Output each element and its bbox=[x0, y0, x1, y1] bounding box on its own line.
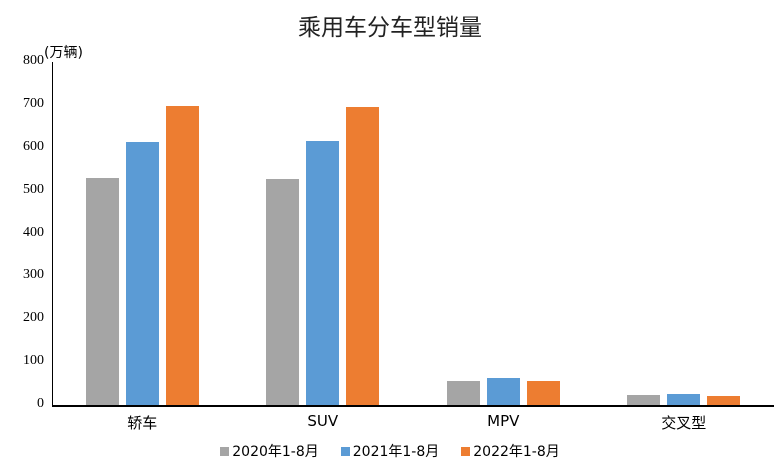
bar bbox=[707, 396, 741, 405]
y-axis-unit-label: (万辆) bbox=[44, 45, 83, 61]
category-group bbox=[233, 62, 414, 405]
y-tick-label: 100 bbox=[23, 353, 44, 369]
legend-item: 2021年1-8月 bbox=[340, 441, 440, 461]
y-tick-label: 400 bbox=[23, 224, 44, 240]
category-group bbox=[413, 62, 594, 405]
bar bbox=[125, 142, 159, 405]
legend-item: 2020年1-8月 bbox=[220, 441, 319, 461]
bar bbox=[346, 107, 380, 405]
legend-item: 2022年1-8月 bbox=[461, 441, 560, 461]
x-tick-label: 轿车 bbox=[127, 414, 158, 432]
y-tick-label: 300 bbox=[23, 267, 44, 283]
x-tick-label: SUV bbox=[307, 412, 339, 430]
legend: 2020年1-8月 2021年1-8月 2022年1-8月 bbox=[0, 441, 780, 461]
bar bbox=[266, 179, 300, 405]
y-tick-label: 500 bbox=[23, 181, 44, 197]
y-tick-label: 800 bbox=[23, 53, 44, 68]
x-tick-label: 交叉型 bbox=[661, 414, 707, 432]
y-tick-label: 0 bbox=[37, 396, 44, 411]
plot-area: 0 100 200 300 400 500 600 700 800 轿车 SUV MPV 交叉型 bbox=[23, 53, 775, 432]
bar bbox=[667, 393, 701, 405]
bar bbox=[165, 106, 199, 405]
chart-title: 乘用车分车型销量 bbox=[298, 15, 482, 41]
x-axis-line bbox=[52, 405, 774, 407]
bar bbox=[306, 141, 340, 405]
x-tick-label: MPV bbox=[487, 412, 520, 430]
y-axis-line bbox=[52, 62, 53, 406]
category-group bbox=[594, 62, 775, 405]
y-tick-label: 600 bbox=[23, 138, 44, 154]
bar bbox=[486, 378, 520, 405]
legend-swatch-icon bbox=[220, 446, 230, 456]
legend-swatch-icon bbox=[340, 446, 350, 456]
legend-label: 2021年1-8月 bbox=[352, 444, 440, 460]
bar bbox=[526, 381, 560, 405]
legend-swatch-icon bbox=[461, 446, 471, 456]
bar bbox=[85, 178, 119, 405]
y-tick-label: 700 bbox=[23, 95, 44, 111]
category-group bbox=[52, 62, 233, 405]
bar bbox=[627, 395, 661, 405]
y-tick-label: 200 bbox=[23, 310, 44, 326]
legend-label: 2022年1-8月 bbox=[473, 444, 560, 460]
legend-label: 2020年1-8月 bbox=[232, 444, 319, 460]
bar bbox=[446, 381, 480, 405]
